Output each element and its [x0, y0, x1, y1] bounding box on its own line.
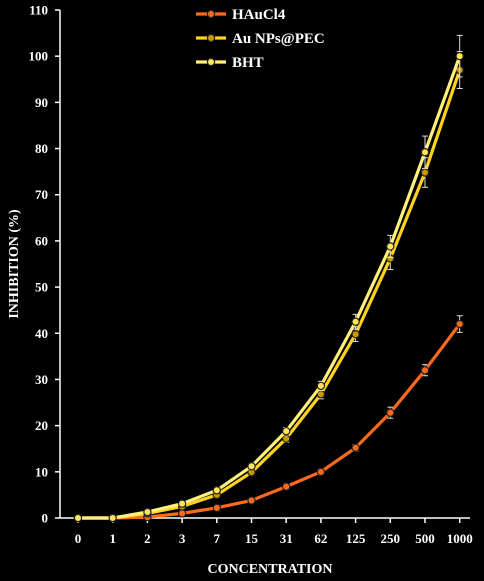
legend-swatch-marker	[206, 33, 216, 43]
series-bht	[73, 34, 464, 523]
y-tick-label: 110	[29, 3, 48, 18]
y-tick-label: 30	[35, 372, 48, 387]
x-tick-label: 15	[245, 531, 259, 546]
data-point	[247, 462, 256, 471]
legend-label: Au NPs@PEC	[232, 31, 325, 47]
legend-swatch-marker	[206, 9, 216, 19]
x-tick-label: 500	[415, 531, 435, 546]
x-tick-label: 250	[381, 531, 401, 546]
y-tick-label: 0	[42, 511, 49, 526]
data-point	[316, 467, 326, 477]
data-point	[143, 507, 152, 517]
y-axis-label: INHIBITION (%)	[7, 209, 22, 319]
data-point	[351, 443, 360, 453]
x-tick-label: 2	[144, 531, 151, 546]
data-point	[420, 168, 430, 177]
legend-label: HAuCl4	[232, 7, 286, 23]
y-tick-label: 20	[35, 418, 48, 433]
data-point	[455, 319, 464, 329]
series-layer	[73, 34, 464, 523]
data-point	[247, 496, 256, 505]
x-tick-label: 0	[75, 531, 82, 546]
y-tick-label: 80	[35, 141, 48, 156]
data-point	[282, 426, 291, 436]
legend-item: HAuCl4	[196, 7, 286, 23]
data-point	[212, 486, 221, 495]
data-point	[351, 317, 360, 326]
x-tick-label: 7	[214, 531, 221, 546]
y-tick-label: 40	[35, 326, 48, 341]
legend-label: BHT	[232, 55, 264, 71]
x-tick-label: 1000	[447, 531, 473, 546]
y-tick-label: 70	[35, 187, 48, 202]
y-tick-label: 10	[35, 464, 48, 479]
legend-item: BHT	[196, 55, 264, 71]
legend-item: Au NPs@PEC	[196, 31, 325, 47]
x-tick-label: 1	[109, 531, 116, 546]
data-point	[455, 51, 464, 61]
x-tick-label: 62	[314, 531, 327, 546]
x-axis-ticks: 0 1 2 3 7 15 31 62 125 250 500 1000	[75, 518, 473, 546]
data-point	[351, 329, 360, 339]
x-axis-label: CONCENTRATION	[208, 562, 333, 577]
y-tick-label: 50	[35, 280, 48, 295]
series-line	[78, 323, 461, 520]
legend: HAuCl4 Au NPs@PEC BHT	[196, 7, 325, 71]
y-tick-label: 60	[35, 233, 48, 248]
data-point	[420, 366, 430, 375]
y-tick-label: 90	[35, 95, 48, 110]
data-point	[316, 381, 326, 391]
data-point	[420, 148, 430, 157]
series-line	[78, 55, 462, 520]
data-point	[282, 482, 291, 491]
x-tick-label: 3	[179, 531, 186, 546]
data-point	[177, 509, 187, 518]
data-point	[282, 434, 291, 443]
y-tick-label: 100	[29, 49, 49, 64]
x-tick-label: 125	[346, 531, 366, 546]
legend-swatch-marker	[206, 57, 216, 67]
y-axis-ticks: 0 10 20 30 40 50 60 70 80 90 100 110	[29, 3, 60, 526]
data-point	[386, 408, 395, 417]
data-point	[73, 513, 83, 523]
data-point	[212, 503, 221, 513]
data-point	[386, 242, 395, 251]
data-point	[177, 499, 187, 508]
x-tick-label: 31	[280, 531, 293, 546]
data-point	[108, 513, 117, 523]
